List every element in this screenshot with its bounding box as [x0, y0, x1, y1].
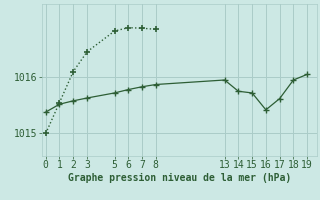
X-axis label: Graphe pression niveau de la mer (hPa): Graphe pression niveau de la mer (hPa): [68, 173, 291, 183]
